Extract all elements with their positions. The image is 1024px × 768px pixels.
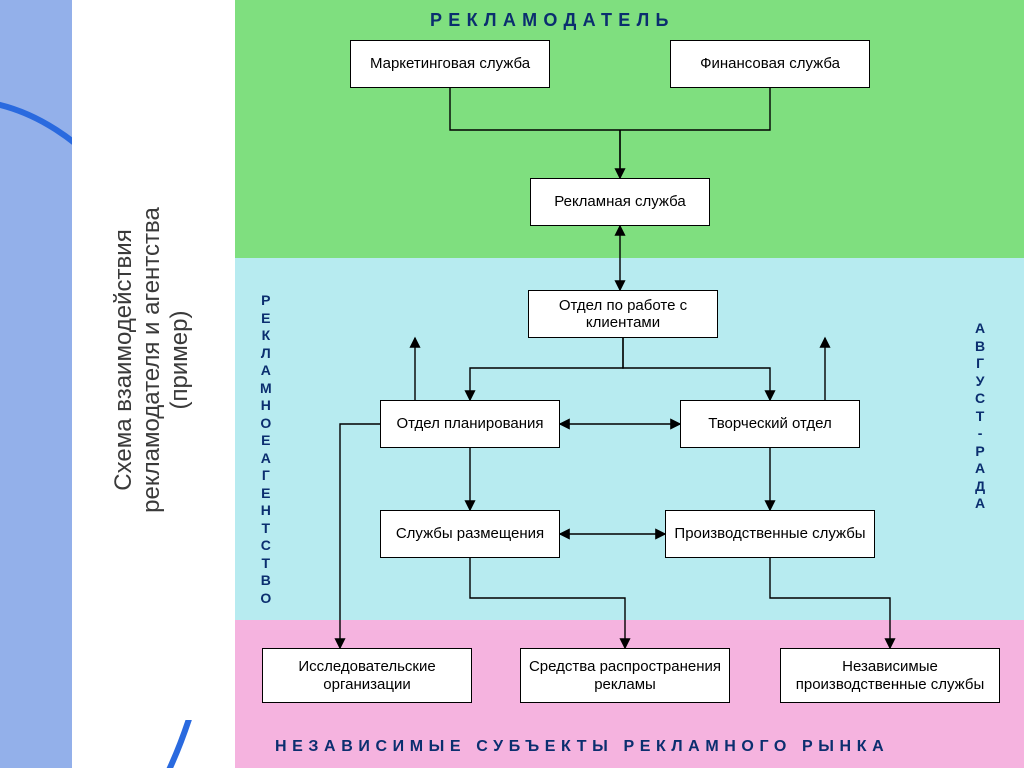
zone-label-market: НЕЗАВИСИМЫЕ СУБЪЕКТЫ РЕКЛАМНОГО РЫНКА	[275, 738, 889, 756]
node-creative-department: Творческий отдел	[680, 400, 860, 448]
decor-band	[0, 0, 72, 768]
node-independent-production: Независимые производственные службы	[780, 648, 1000, 703]
node-marketing-service: Маркетинговая служба	[350, 40, 550, 88]
node-planning-department: Отдел планирования	[380, 400, 560, 448]
zone-label-agency-left: РЕКЛАМНОЕАГЕНТСТВО	[260, 292, 272, 607]
diagram-stage: РЕКЛАМОДАТЕЛЬ РЕКЛАМНОЕАГЕНТСТВО АВГУСТ-…	[0, 0, 1024, 768]
zone-label-advertiser: РЕКЛАМОДАТЕЛЬ	[430, 10, 675, 31]
zone-label-agency-right: АВГУСТ-РАДА	[975, 320, 985, 513]
node-production-services: Производственные службы	[665, 510, 875, 558]
node-advertising-service: Рекламная служба	[530, 178, 710, 226]
node-media-distribution: Средства распространения рекламы	[520, 648, 730, 703]
node-finance-service: Финансовая служба	[670, 40, 870, 88]
slide-title: Схема взаимодействиярекламодателя и аген…	[72, 0, 232, 720]
node-client-department: Отдел по работе с клиентами	[528, 290, 718, 338]
node-research-orgs: Исследовательские организации	[262, 648, 472, 703]
node-placement-services: Службы размещения	[380, 510, 560, 558]
